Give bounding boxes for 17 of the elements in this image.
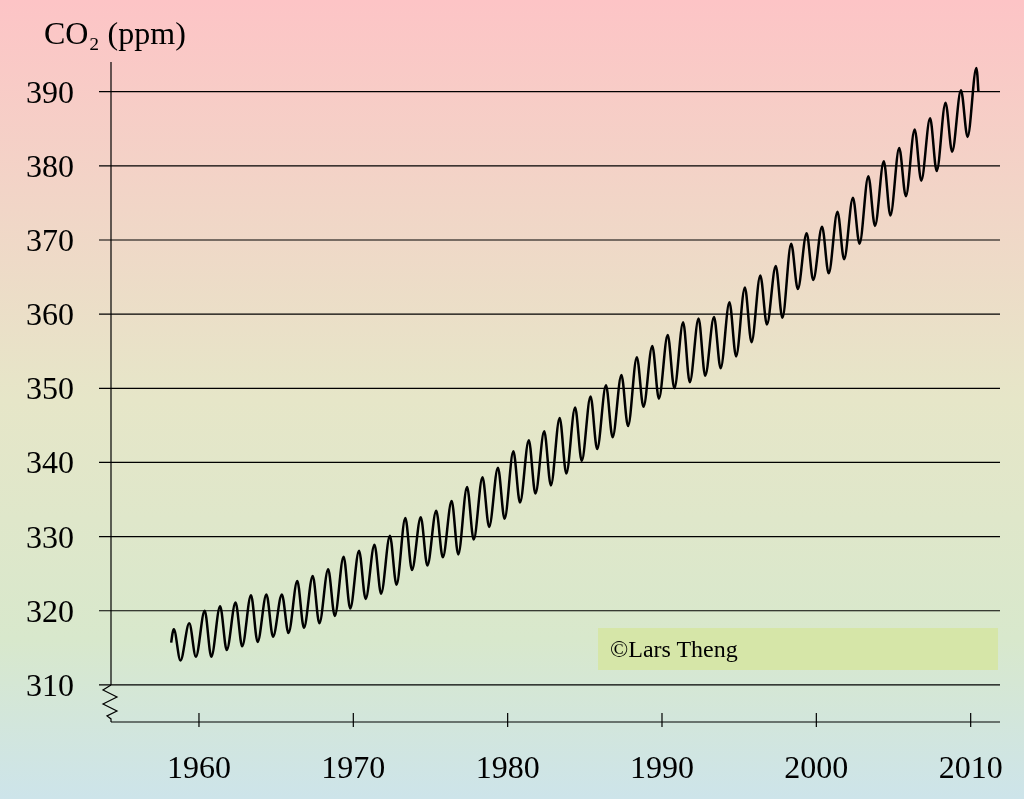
y-tick-label: 310 xyxy=(26,666,74,703)
y-tick-label: 390 xyxy=(26,73,74,110)
y-tick-label: 370 xyxy=(26,221,74,258)
annotation: ©Lars Theng xyxy=(610,636,738,662)
y-tick-label: 360 xyxy=(26,296,74,333)
y-tick-label: 320 xyxy=(26,592,74,629)
x-tick-label: 1980 xyxy=(475,749,540,785)
x-tick-label: 1960 xyxy=(166,749,231,785)
y-axis-title: CO₂ (ppm) xyxy=(44,15,186,51)
x-tick-label: 1990 xyxy=(629,749,694,785)
y-tick-label: 330 xyxy=(26,518,74,555)
y-tick-label: 380 xyxy=(26,147,74,184)
y-tick-label: 350 xyxy=(26,370,74,407)
x-tick-label: 2010 xyxy=(938,749,1003,785)
x-tick-label: 2000 xyxy=(784,749,849,785)
y-tick-label: 340 xyxy=(26,444,74,481)
x-tick-label: 1970 xyxy=(321,749,386,785)
